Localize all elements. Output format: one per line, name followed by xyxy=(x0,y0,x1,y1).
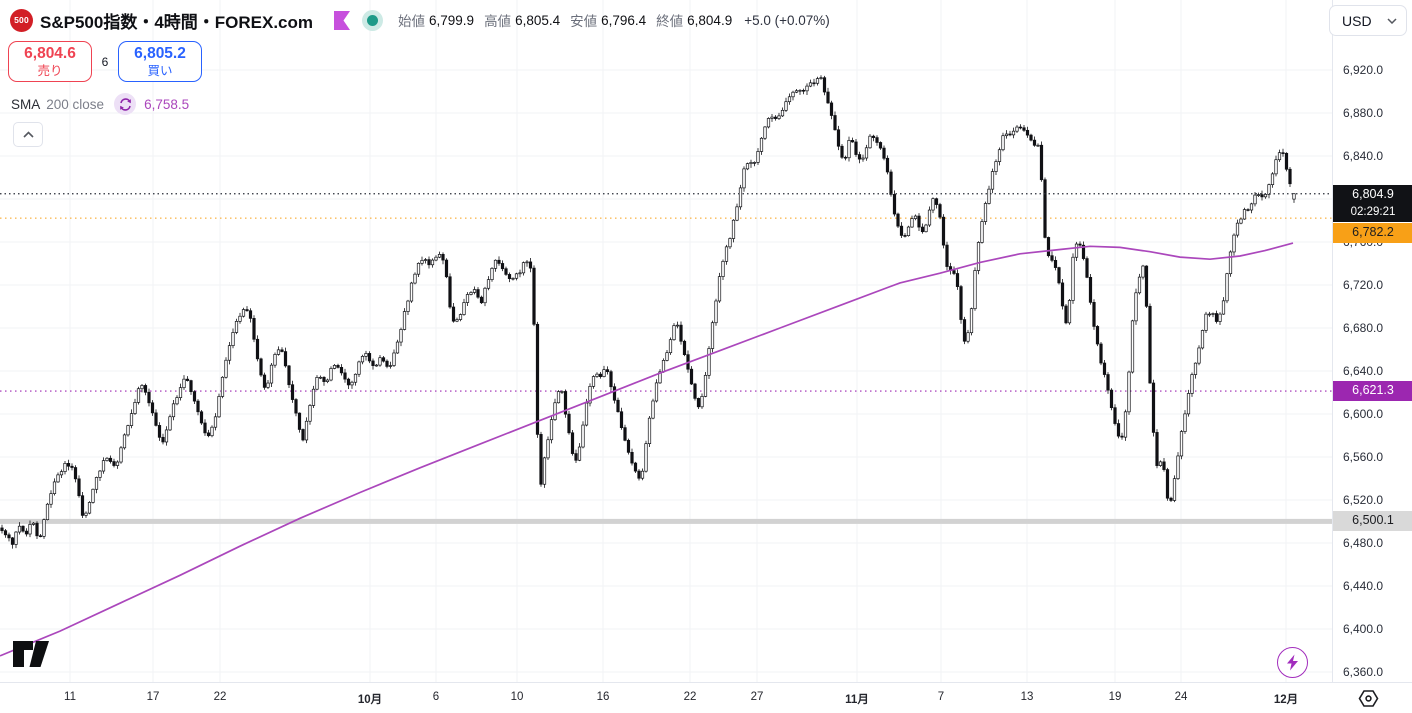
time-tick-label: 11月 xyxy=(845,694,869,706)
support-band-axis-chip: 6,500.1 xyxy=(1333,511,1412,532)
last-price-axis-chip: 6,804.9 02:29:21 xyxy=(1333,184,1412,222)
chevron-down-icon xyxy=(1387,17,1397,24)
price-tick-label: 6,360.0 xyxy=(1343,665,1384,679)
price-tick-label: 6,840.0 xyxy=(1343,149,1384,163)
indicator-params: 200 close xyxy=(46,96,105,112)
time-tick-label: 10月 xyxy=(357,694,383,706)
price-tick-label: 6,720.0 xyxy=(1343,278,1384,292)
time-axis[interactable]: 11 17 22 10月 6 10 16 22 27 11月 7 13 19 24 12月 xyxy=(0,682,1412,713)
sell-price: 6,804.6 xyxy=(24,44,76,62)
time-tick-label: 22 xyxy=(683,691,697,703)
open-value: 6,799.9 xyxy=(429,12,475,28)
time-tick-label: 27 xyxy=(750,691,764,703)
hexagon-settings-icon[interactable] xyxy=(1356,687,1381,710)
sell-label: 売り xyxy=(37,63,63,78)
low-label: 安値 xyxy=(570,14,598,29)
price-tick-label: 6,600.0 xyxy=(1343,407,1384,421)
refresh-icon[interactable] xyxy=(114,93,137,115)
price-tick-label: 6,440.0 xyxy=(1343,579,1384,593)
lightning-icon[interactable] xyxy=(1277,647,1308,678)
close-value: 6,804.9 xyxy=(687,12,733,28)
trade-panel: 6,804.6 売り 6 6,805.2 買い xyxy=(8,41,202,82)
price-tick-label: 6,400.0 xyxy=(1343,622,1384,636)
price-tick-label: 6,560.0 xyxy=(1343,450,1384,464)
change-value: +5.0 (+0.07%) xyxy=(744,12,830,28)
tradingview-logo[interactable] xyxy=(12,639,56,674)
price-tick-label: 6,680.0 xyxy=(1343,321,1384,335)
price-tick-label: 6,920.0 xyxy=(1343,63,1384,77)
sp500-logo-badge: 500 xyxy=(10,8,33,32)
price-tick-label: 6,480.0 xyxy=(1343,536,1384,550)
time-tick-label: 17 xyxy=(146,691,160,703)
high-label: 高値 xyxy=(484,14,512,29)
open-label: 始値 xyxy=(398,14,426,29)
indicator-value: 6,758.5 xyxy=(144,96,190,112)
sma-200-line[interactable] xyxy=(0,242,1294,657)
support-band-line[interactable] xyxy=(0,518,1332,524)
symbol-title[interactable]: S&P500指数・4時間・FOREX.com xyxy=(40,12,314,32)
price-tick-label: 6,880.0 xyxy=(1343,106,1384,120)
sell-button[interactable]: 6,804.6 売り xyxy=(8,41,92,82)
time-tick-label: 10 xyxy=(510,691,524,703)
gridlines xyxy=(0,0,1332,682)
time-tick-label: 6 xyxy=(432,691,440,703)
indicator-name: SMA xyxy=(11,96,41,112)
collapse-legend-button[interactable] xyxy=(13,122,43,147)
time-tick-label: 11 xyxy=(64,691,76,703)
price-tick-label: 6,520.0 xyxy=(1343,493,1384,507)
price-tick-label: 6,640.0 xyxy=(1343,364,1384,378)
close-label: 終値 xyxy=(656,14,684,29)
market-status-icon[interactable] xyxy=(362,9,384,31)
symbol-legend-row: 500 S&P500指数・4時間・FOREX.com 始値 6,799.9 高値… xyxy=(10,7,830,33)
time-tick-label: 12月 xyxy=(1273,694,1299,706)
price-axis[interactable]: 6,920.06,880.06,840.06,800.06,760.06,720… xyxy=(1332,0,1412,682)
time-tick-label: 22 xyxy=(213,691,227,703)
candles xyxy=(0,75,1296,549)
time-tick-label: 19 xyxy=(1108,691,1122,703)
flag-icon[interactable] xyxy=(334,10,351,30)
time-tick-label: 16 xyxy=(596,691,610,703)
buy-price: 6,805.2 xyxy=(134,44,186,62)
alert-purple-axis-chip: 6,621.3 xyxy=(1333,381,1412,402)
high-value: 6,805.4 xyxy=(515,12,561,28)
time-tick-label: 13 xyxy=(1020,691,1034,703)
indicator-legend[interactable]: SMA 200 close 6,758.5 xyxy=(11,93,189,115)
candlestick-chart[interactable] xyxy=(0,0,1332,682)
ohlc-readout: 始値 6,799.9 高値 6,805.4 安値 6,796.4 終値 6,80… xyxy=(398,10,830,30)
spread-value: 6 xyxy=(101,54,109,69)
buy-button[interactable]: 6,805.2 買い xyxy=(118,41,202,82)
chevron-up-icon xyxy=(22,131,34,138)
time-tick-label: 24 xyxy=(1174,691,1188,703)
low-value: 6,796.4 xyxy=(601,12,647,28)
alert-orange-axis-chip: 6,782.2 xyxy=(1333,222,1412,243)
currency-value: USD xyxy=(1342,12,1372,29)
buy-label: 買い xyxy=(147,63,173,78)
currency-selector[interactable]: USD xyxy=(1329,5,1407,36)
time-tick-label: 7 xyxy=(937,691,945,703)
